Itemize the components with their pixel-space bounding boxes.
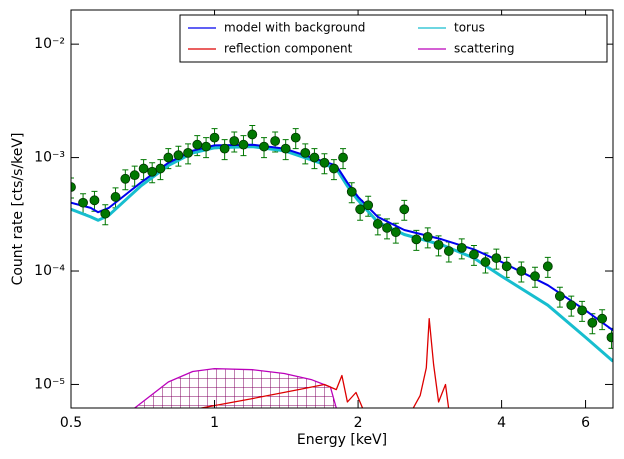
data-point [290, 132, 301, 143]
x-tick-label: 0.5 [60, 415, 82, 431]
data-point [469, 249, 479, 260]
data-point [120, 173, 131, 184]
y-axis-label: Count rate [cts/s/keV] [10, 133, 26, 286]
data-point [78, 197, 88, 208]
data-point [346, 186, 357, 197]
data-point [247, 129, 258, 140]
data-point [443, 246, 454, 256]
data-point [71, 182, 76, 192]
data-point [192, 139, 203, 150]
data-point [411, 234, 422, 245]
hatched-area [134, 368, 337, 408]
data-point [309, 152, 320, 163]
data-point [163, 152, 174, 163]
data-point [516, 266, 527, 276]
data-point [382, 222, 392, 233]
data-point [501, 261, 512, 272]
plot-frame [70, 9, 614, 409]
data-point [480, 257, 491, 267]
data-point [319, 157, 330, 168]
x-axis-label: Energy [keV] [297, 432, 387, 448]
series-line [197, 318, 450, 408]
data-point [270, 136, 281, 146]
legend-box [179, 14, 608, 63]
data-point [100, 208, 111, 219]
legend-label: model with background [224, 21, 365, 35]
data-point [399, 204, 410, 215]
data-point [238, 139, 249, 150]
data-point [433, 239, 444, 250]
data-point [363, 200, 374, 211]
data-point [329, 163, 339, 174]
data-point [300, 147, 311, 158]
data-point [372, 219, 383, 229]
data-point [229, 136, 240, 146]
data-point [456, 242, 467, 253]
data-point [209, 132, 220, 143]
y-tick-label: 10⁻⁵ [34, 376, 65, 392]
plot-area [71, 124, 613, 408]
data-point [219, 143, 230, 154]
y-tick-label: 10⁻⁴ [34, 263, 65, 279]
error-bar [71, 177, 74, 199]
data-point [355, 204, 366, 215]
data-point [530, 271, 540, 282]
x-tick-label: 6 [581, 415, 590, 431]
data-point [542, 261, 553, 272]
series-line [71, 145, 613, 363]
data-point [138, 163, 149, 174]
y-tick-label: 10⁻² [34, 36, 65, 52]
legend-label: scattering [454, 42, 515, 56]
data-point [606, 332, 613, 343]
data-point [597, 313, 608, 324]
data-point [491, 253, 502, 263]
data-point [155, 163, 166, 174]
x-tick-label: 2 [354, 415, 363, 431]
data-point [566, 300, 577, 311]
data-point [338, 152, 348, 163]
data-point [129, 170, 140, 181]
x-tick-label: 4 [497, 415, 506, 431]
data-point [183, 147, 193, 158]
data-point [89, 195, 100, 206]
legend-label: torus [454, 21, 485, 35]
y-tick-label: 10⁻³ [34, 150, 65, 166]
data-point [587, 317, 598, 328]
data-point [554, 291, 565, 302]
data-point [390, 227, 401, 238]
data-point [173, 150, 184, 161]
data-point [422, 231, 433, 242]
data-point [201, 141, 211, 152]
data-point [280, 143, 291, 154]
data-point [577, 305, 587, 316]
data-point [110, 192, 121, 202]
data-point [147, 166, 158, 177]
x-tick-label: 1 [210, 415, 219, 431]
legend-label: reflection component [224, 42, 353, 56]
data-point [259, 141, 269, 152]
